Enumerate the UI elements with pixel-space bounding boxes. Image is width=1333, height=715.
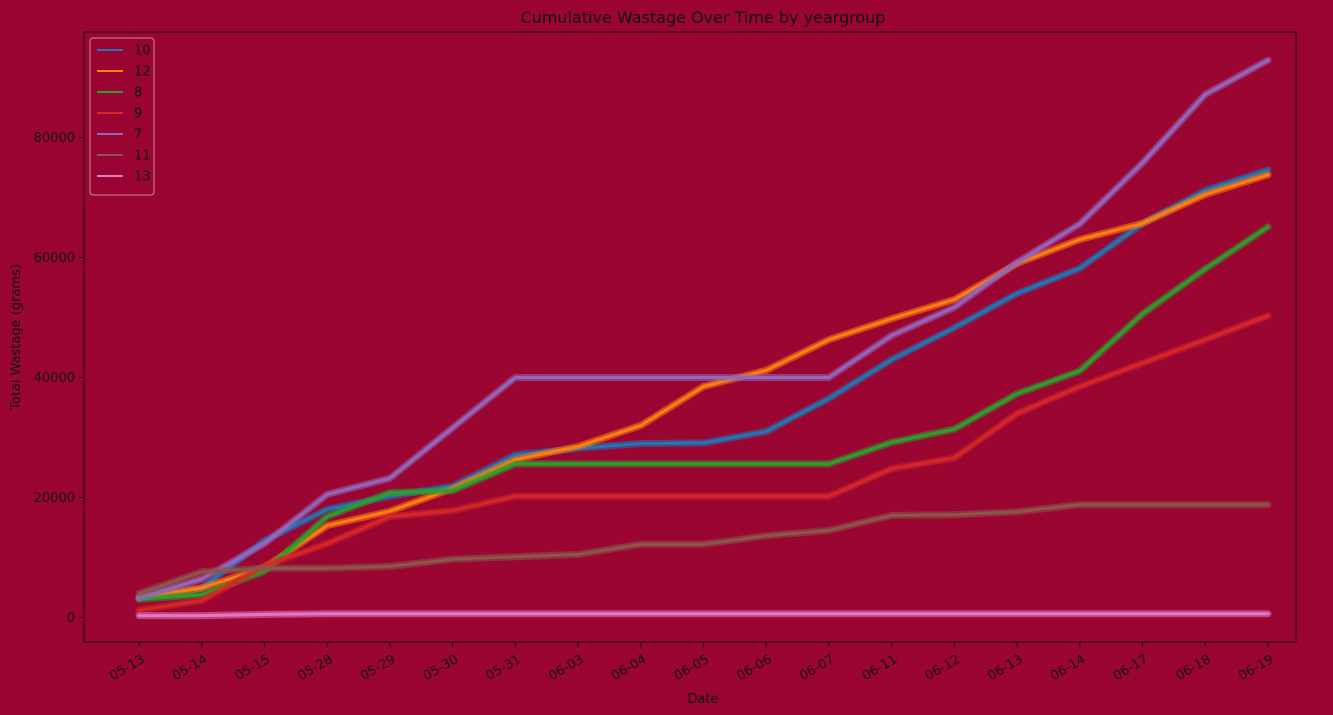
series-layer bbox=[135, 56, 1272, 620]
x-tick-label: 06-05 bbox=[672, 652, 712, 684]
x-tick-label: 06-18 bbox=[1173, 652, 1213, 684]
legend-label: 9 bbox=[134, 107, 142, 122]
legend-item-8: 8 bbox=[97, 86, 142, 101]
series-line-12 bbox=[137, 173, 1270, 600]
x-tick-label: 05-13 bbox=[107, 652, 147, 684]
legend-item-9: 9 bbox=[97, 107, 142, 122]
x-tick-label: 06-04 bbox=[609, 652, 649, 684]
y-axis: 0 20000 40000 60000 80000 bbox=[34, 131, 84, 626]
chart-title: Cumulative Wastage Over Time by yeargrou… bbox=[521, 8, 886, 27]
y-tick-label: 60000 bbox=[34, 251, 75, 266]
legend-label: 10 bbox=[134, 44, 151, 59]
x-tick-label: 06-06 bbox=[734, 652, 774, 684]
series-line-13 bbox=[137, 612, 1270, 618]
x-axis: 05-13 05-14 05-15 05-28 05-29 05-30 05-31 06-03… bbox=[107, 642, 1276, 684]
series-8 bbox=[135, 223, 1272, 603]
x-tick-label: 06-11 bbox=[860, 652, 900, 684]
x-tick-label: 06-19 bbox=[1236, 652, 1276, 684]
series-13 bbox=[135, 610, 1272, 620]
legend-item-10: 10 bbox=[97, 44, 151, 59]
series-line-7 bbox=[137, 58, 1270, 600]
legend-label: 11 bbox=[134, 149, 151, 164]
x-tick-label: 05-14 bbox=[170, 652, 210, 684]
series-line-10 bbox=[137, 168, 1270, 600]
legend-label: 7 bbox=[134, 128, 142, 143]
x-axis-label: Date bbox=[687, 692, 718, 707]
x-tick-label: 06-12 bbox=[923, 652, 963, 684]
x-tick-label: 05-28 bbox=[295, 652, 335, 684]
y-tick-label: 40000 bbox=[34, 371, 75, 386]
series-9 bbox=[135, 312, 1272, 614]
legend: 10 12 8 9 7 11 13 bbox=[89, 37, 155, 196]
x-tick-label: 05-31 bbox=[484, 652, 524, 684]
y-axis-label: Total Wastage (grams) bbox=[9, 264, 24, 411]
plot-area bbox=[83, 31, 1297, 643]
x-tick-label: 06-03 bbox=[546, 652, 586, 684]
y-tick-label: 80000 bbox=[34, 131, 75, 146]
x-tick-label: 06-13 bbox=[985, 652, 1025, 684]
x-tick-label: 05-15 bbox=[233, 652, 273, 684]
series-7 bbox=[135, 56, 1272, 602]
series-line-8 bbox=[137, 225, 1270, 601]
legend-item-7: 7 bbox=[97, 128, 142, 143]
x-tick-label: 05-29 bbox=[358, 652, 398, 684]
series-line-11 bbox=[137, 503, 1270, 595]
legend-label: 12 bbox=[134, 65, 151, 80]
legend-label: 13 bbox=[134, 170, 151, 185]
legend-item-12: 12 bbox=[97, 65, 151, 80]
series-line-9 bbox=[137, 314, 1270, 612]
series-12 bbox=[135, 171, 1272, 602]
series-11 bbox=[135, 501, 1272, 597]
y-tick-label: 20000 bbox=[34, 491, 75, 506]
x-tick-label: 06-14 bbox=[1048, 652, 1088, 684]
x-tick-label: 06-17 bbox=[1111, 652, 1151, 684]
x-tick-label: 05-30 bbox=[421, 652, 461, 684]
legend-label: 8 bbox=[134, 86, 142, 101]
legend-item-11: 11 bbox=[97, 149, 151, 164]
x-tick-label: 06-07 bbox=[797, 652, 837, 684]
legend-item-13: 13 bbox=[97, 170, 151, 185]
series-10 bbox=[135, 166, 1272, 602]
y-tick-label: 0 bbox=[67, 611, 75, 626]
